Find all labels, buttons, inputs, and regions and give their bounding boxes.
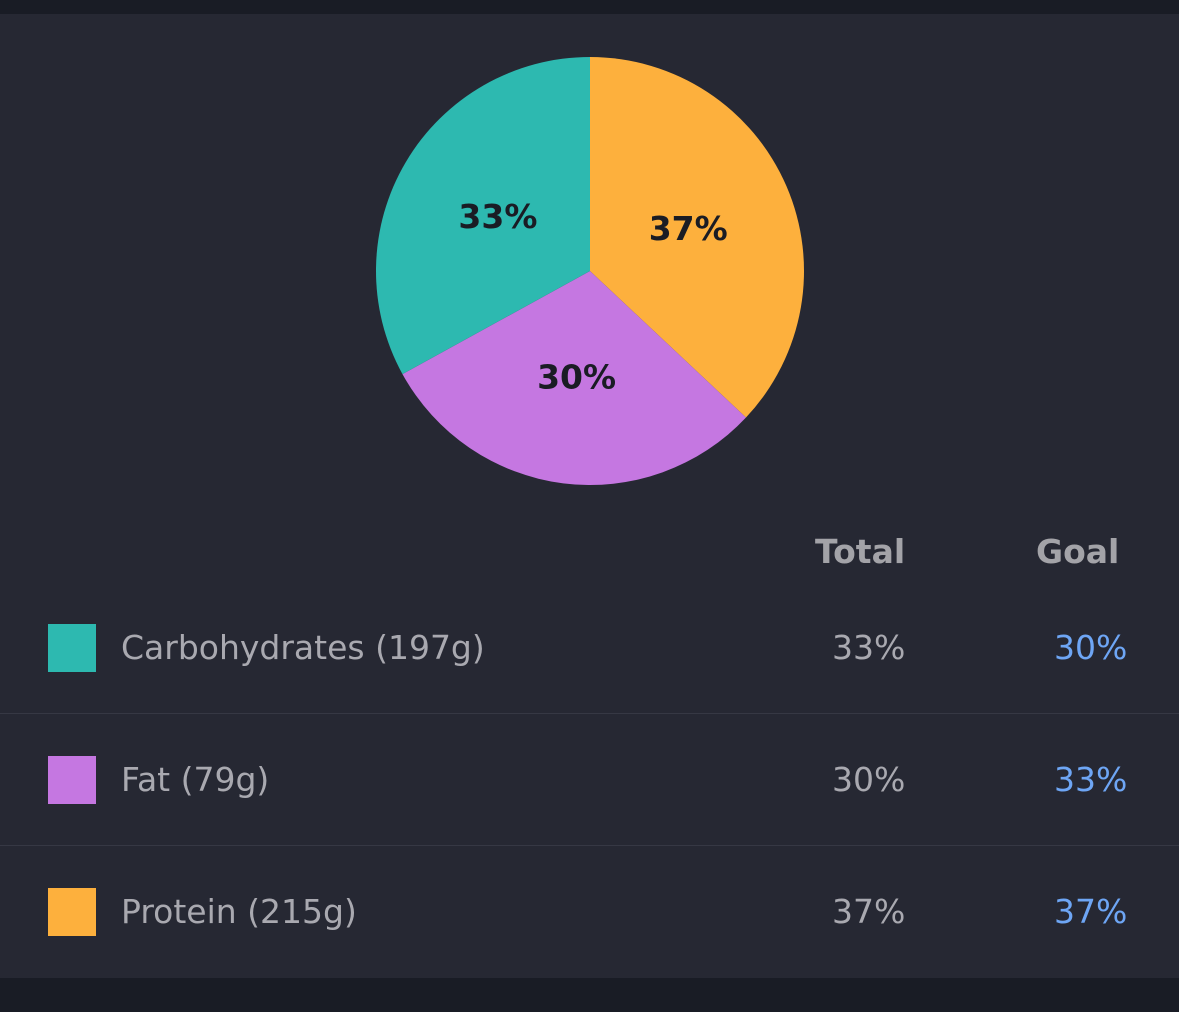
macro-pie-chart: 37% 30% 33%: [0, 14, 1179, 514]
fat-total: 30%: [832, 760, 906, 799]
fat-swatch: [48, 756, 96, 804]
table-row-protein[interactable]: Protein (215g) 37% 37%: [0, 846, 1179, 978]
carbohydrates-swatch: [48, 624, 96, 672]
pie-slice-fat[interactable]: [402, 271, 746, 485]
pie-label-carbohydrates: 33%: [458, 197, 537, 236]
pie-slice-protein[interactable]: [590, 57, 804, 418]
pie-label-fat: 30%: [537, 358, 616, 397]
macro-table: Carbohydrates (197g) 33% 30% Fat (79g) 3…: [0, 582, 1179, 978]
macro-card: 37% 30% 33% Total Goal Carbohydrates (197g…: [0, 14, 1179, 978]
protein-label: Protein (215g): [121, 892, 357, 931]
goal-column-header: Goal: [1036, 532, 1120, 571]
fat-label: Fat (79g): [121, 760, 270, 799]
pie-slice-carbohydrates[interactable]: [376, 57, 590, 375]
total-column-header: Total: [815, 532, 906, 571]
protein-swatch: [48, 888, 96, 936]
pie-svg: 37% 30% 33%: [376, 57, 804, 485]
carbohydrates-goal: 30%: [1054, 628, 1128, 667]
carbohydrates-total: 33%: [832, 628, 906, 667]
carbohydrates-label: Carbohydrates (197g): [121, 628, 485, 667]
table-row-fat[interactable]: Fat (79g) 30% 33%: [0, 714, 1179, 846]
protein-total: 37%: [832, 892, 906, 931]
pie-label-protein: 37%: [649, 209, 728, 248]
fat-goal: 33%: [1054, 760, 1128, 799]
table-header: Total Goal: [0, 524, 1179, 580]
table-row-carbohydrates[interactable]: Carbohydrates (197g) 33% 30%: [0, 582, 1179, 714]
protein-goal: 37%: [1054, 892, 1128, 931]
